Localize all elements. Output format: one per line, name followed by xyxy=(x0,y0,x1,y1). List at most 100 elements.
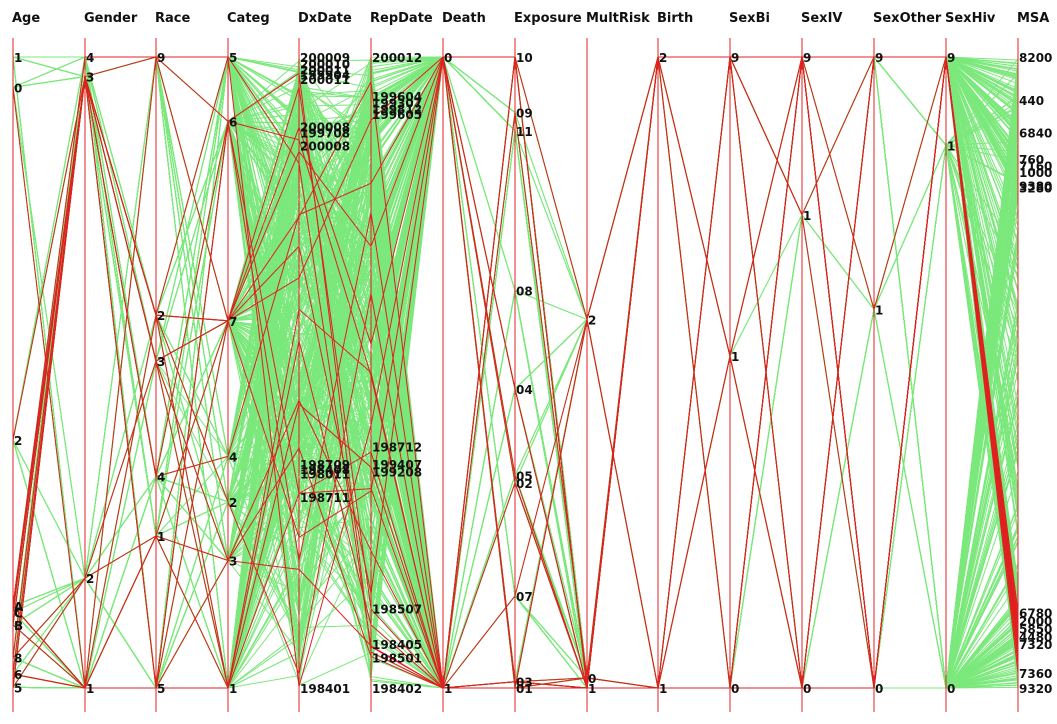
tick-label: 200011 xyxy=(300,64,350,78)
tick-label: 198507 xyxy=(372,602,422,616)
tick-label: 2000 xyxy=(1019,614,1052,628)
tick-label: 3 xyxy=(229,555,237,569)
tick-label: 6840 xyxy=(1019,127,1052,141)
axis-name-sexother: SexOther xyxy=(873,11,942,26)
axis-name-gender: Gender xyxy=(84,11,138,26)
tick-label: 198408 xyxy=(300,463,350,477)
tick-label: 198405 xyxy=(372,638,422,652)
tick-label: 200008 xyxy=(300,139,350,153)
tick-label: 199604 xyxy=(372,90,422,104)
tick-label: 0 xyxy=(947,682,955,696)
tick-label: 5 xyxy=(14,681,22,695)
tick-label: 9 xyxy=(947,51,955,65)
axis-name-sexhiv: SexHiv xyxy=(945,11,996,26)
axis-names-layer: Age Gender Race Categ DxDate RepDate Death Expo… xyxy=(12,11,1049,26)
tick-label: 0 xyxy=(875,682,883,696)
tick-label: 3280 xyxy=(1019,182,1052,196)
axis-name-exposure: Exposure xyxy=(514,11,582,26)
tick-label: 01 xyxy=(516,682,533,696)
tick-label: 6 xyxy=(14,668,22,682)
tick-label: 7160 xyxy=(1019,160,1052,174)
tick-label: 02 xyxy=(516,477,533,491)
tick-label: 7360 xyxy=(1019,667,1052,681)
tick-label: 2 xyxy=(157,309,165,323)
tick-label: 05 xyxy=(516,469,533,483)
tick-label: 7320 xyxy=(1019,638,1052,652)
tick-label: 199812 xyxy=(372,103,422,117)
axis-name-sexbi: SexBi xyxy=(729,11,770,26)
tick-label: 09 xyxy=(516,107,533,121)
tick-label: 200008 xyxy=(300,120,350,134)
tick-label: 199904 xyxy=(300,69,350,83)
tick-label: 1 xyxy=(157,530,165,544)
tick-label: 8 xyxy=(14,652,22,666)
tick-labels-layer: 102ACB8654321923415567423120000920001020… xyxy=(14,51,1052,696)
tick-label: 199407 xyxy=(372,458,422,472)
tick-label: 198712 xyxy=(372,440,422,454)
tick-label: 199605 xyxy=(372,108,422,122)
tick-label: 200012 xyxy=(372,51,422,65)
tick-label: 0 xyxy=(14,81,22,95)
tick-label: 2 xyxy=(14,434,22,448)
tick-label: 9 xyxy=(157,51,165,65)
tick-label: 10 xyxy=(516,51,533,65)
tick-label: C xyxy=(14,606,23,620)
tick-label: 0 xyxy=(444,51,452,65)
tick-label: 1 xyxy=(86,682,94,696)
tick-label: 4 xyxy=(157,471,165,485)
tick-label: 3 xyxy=(86,71,94,85)
tick-label: 5850 xyxy=(1019,623,1052,637)
tick-label: 9 xyxy=(803,51,811,65)
tick-label: 0 xyxy=(588,672,596,686)
axis-name-categ: Categ xyxy=(227,11,270,26)
axis-name-age: Age xyxy=(12,11,40,26)
tick-label: 5 xyxy=(229,51,237,65)
tick-label: 07 xyxy=(516,590,533,604)
tick-label: 04 xyxy=(516,383,533,397)
tick-label: 1 xyxy=(588,682,596,696)
tick-label: 200011 xyxy=(300,73,350,87)
tick-label: 1 xyxy=(444,682,452,696)
tick-label: 8200 xyxy=(1019,51,1052,65)
tick-label: 7 xyxy=(229,315,237,329)
tick-label: 0 xyxy=(803,682,811,696)
tick-label: 198401 xyxy=(300,682,350,696)
tick-label: 3 xyxy=(157,355,165,369)
tick-label: 200009 xyxy=(300,51,350,65)
tick-label: 199307 xyxy=(372,96,422,110)
axis-name-multrisk: MultRisk xyxy=(586,11,650,26)
tick-label: 1000 xyxy=(1019,166,1052,180)
tick-label: 0 xyxy=(731,682,739,696)
axis-name-birth: Birth xyxy=(657,11,693,26)
tick-label: 440 xyxy=(1019,94,1044,108)
tick-label: 9320 xyxy=(1019,682,1052,696)
tick-label: 6780 xyxy=(1019,606,1052,620)
tick-label: 08 xyxy=(516,284,533,298)
tick-label: 199708 xyxy=(300,127,350,141)
tick-label: 9380 xyxy=(1019,180,1052,194)
tick-label: 1 xyxy=(947,139,955,153)
axis-name-dxdate: DxDate xyxy=(298,11,352,26)
tick-label: 11 xyxy=(516,125,533,139)
tick-label: 4 xyxy=(229,450,237,464)
axis-name-repdate: RepDate xyxy=(370,11,433,26)
tick-label: 1 xyxy=(875,303,883,317)
tick-label: 198501 xyxy=(372,652,422,666)
tick-label: 1 xyxy=(659,682,667,696)
axis-name-race: Race xyxy=(155,11,190,26)
axes-layer xyxy=(12,38,1019,712)
tick-label: 5 xyxy=(157,682,165,696)
tick-label: 4 xyxy=(86,51,94,65)
tick-label: A xyxy=(14,600,24,614)
tick-label: B xyxy=(14,619,23,633)
tick-label: 198011 xyxy=(300,467,350,481)
tick-label: 199208 xyxy=(372,466,422,480)
tick-label: 1 xyxy=(14,51,22,65)
tick-label: 6 xyxy=(229,115,237,129)
axis-name-msa: MSA xyxy=(1017,11,1049,26)
tick-label: 2 xyxy=(659,51,667,65)
tick-label: 2 xyxy=(86,572,94,586)
tick-label: 198402 xyxy=(372,682,422,696)
tick-label: 9 xyxy=(731,51,739,65)
